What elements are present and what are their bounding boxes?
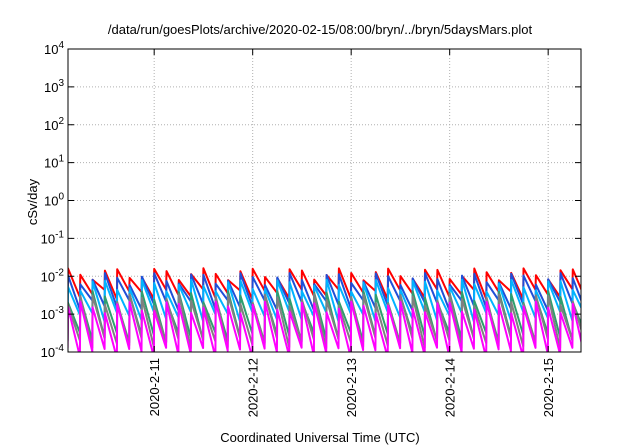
x-tick-label: 2020-2-14 [443, 358, 458, 417]
y-tick-label: 100 [44, 192, 64, 209]
x-tick-label: 2020-2-11 [147, 358, 162, 416]
series-layer [68, 267, 581, 352]
y-tick-label: 10-4 [41, 343, 65, 360]
series-line-6 [68, 300, 581, 352]
chart-title: /data/run/goesPlots/archive/2020-02-15/0… [108, 22, 533, 37]
y-tick-label: 10-1 [41, 229, 65, 246]
x-tick-label: 2020-2-15 [541, 358, 556, 417]
ticks: 10-4 10-3 10-2 10-1 100 101 102 103 104 2020-2-11… [41, 40, 581, 417]
y-axis-label: cSv/day [25, 178, 40, 225]
y-tick-label: 101 [44, 154, 64, 171]
x-axis-label: Coordinated Universal Time (UTC) [220, 430, 419, 445]
y-tick-label: 10-3 [41, 305, 65, 322]
y-tick-label: 10-2 [41, 267, 65, 284]
y-tick-label: 102 [44, 116, 64, 133]
x-tick-label: 2020-2-13 [344, 358, 359, 417]
x-tick-label: 2020-2-12 [246, 358, 261, 417]
y-tick-label: 103 [44, 78, 64, 95]
y-tick-label: 104 [44, 40, 64, 57]
